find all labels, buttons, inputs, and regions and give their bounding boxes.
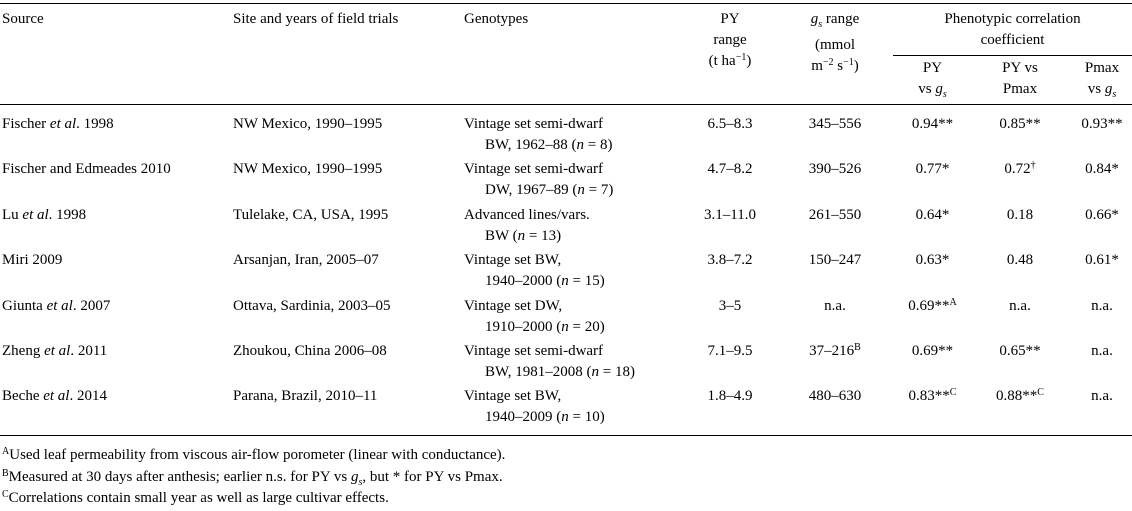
footnote-a: AUsed leaf permeability from viscous air… — [2, 446, 506, 464]
row-pmax-vs-gs: 0.66* — [1085, 207, 1119, 223]
row-genotype: Vintage set DW, 1910–2000 (n = 20) — [464, 298, 605, 335]
row-source: Fischer and Edmeades 2010 — [2, 161, 171, 177]
header-source: Source — [2, 11, 44, 27]
row-genotype: Vintage set BW, 1940–2000 (n = 15) — [464, 252, 605, 289]
row-py-vs-pmax: 0.85** — [999, 116, 1041, 132]
row-genotype: Vintage set semi-dwarf BW, 1962–88 (n = 8… — [464, 116, 613, 153]
header-rule — [0, 104, 1132, 105]
row-gs-range: 390–526 — [808, 161, 862, 177]
top-rule — [0, 3, 1132, 4]
row-pmax-vs-gs: 0.93** — [1081, 116, 1123, 132]
row-py-range: 3–5 — [718, 298, 742, 314]
row-gs-range: 37–216B — [809, 342, 861, 360]
row-site: Ottava, Sardinia, 2003–05 — [233, 298, 391, 314]
row-source: Miri 2009 — [2, 252, 63, 268]
row-pmax-vs-gs: n.a. — [1091, 343, 1113, 359]
row-site: Parana, Brazil, 2010–11 — [233, 388, 378, 404]
row-gs-range: 480–630 — [808, 388, 862, 404]
row-py-vs-gs: 0.83**C — [908, 387, 957, 405]
row-py-range: 7.1–9.5 — [707, 343, 753, 359]
footnote-c: CCorrelations contain small year as well… — [2, 489, 389, 507]
group-rule — [893, 55, 1132, 56]
row-source: Beche et al. 2014 — [2, 388, 107, 404]
row-py-vs-pmax: n.a. — [1009, 298, 1031, 314]
footnote-b: BMeasured at 30 days after anthesis; ear… — [2, 468, 503, 489]
row-site: Arsanjan, Iran, 2005–07 — [233, 252, 379, 268]
header-genotypes: Genotypes — [464, 11, 529, 27]
row-genotype: Vintage set semi-dwarf DW, 1967–89 (n = 7… — [464, 161, 614, 198]
header-pheno-group: Phenotypic correlation coefficient — [944, 11, 1081, 48]
row-py-range: 3.1–11.0 — [704, 207, 756, 223]
row-pmax-vs-gs: 0.61* — [1085, 252, 1119, 268]
row-site: Zhoukou, China 2006–08 — [233, 343, 387, 359]
row-py-range: 1.8–4.9 — [707, 388, 753, 404]
row-genotype: Vintage set semi-dwarf BW, 1981–2008 (n =… — [464, 343, 635, 380]
row-site: Tulelake, CA, USA, 1995 — [233, 207, 389, 223]
row-gs-range: 261–550 — [808, 207, 862, 223]
row-site: NW Mexico, 1990–1995 — [233, 116, 383, 132]
row-py-vs-pmax: 0.65** — [999, 343, 1041, 359]
row-gs-range: 150–247 — [808, 252, 862, 268]
row-py-range: 6.5–8.3 — [707, 116, 753, 132]
header-pmax-vs-gs: Pmax vs gs — [1084, 60, 1120, 100]
row-py-vs-gs: 0.69**A — [908, 297, 957, 315]
row-genotype: Vintage set BW, 1940–2009 (n = 10) — [464, 388, 605, 425]
header-py-vs-gs: PY vs gs — [918, 60, 947, 100]
row-gs-range: 345–556 — [808, 116, 862, 132]
row-py-vs-pmax: 0.18 — [1006, 207, 1034, 223]
row-source: Zheng et al. 2011 — [2, 343, 108, 359]
row-py-vs-gs: 0.94** — [911, 116, 954, 132]
row-py-vs-gs: 0.69** — [911, 343, 954, 359]
row-gs-range: n.a. — [824, 298, 846, 314]
row-py-vs-gs: 0.64* — [915, 207, 950, 223]
header-site: Site and years of field trials — [233, 11, 399, 27]
header-py-range: PY range (t ha−1) — [708, 11, 752, 69]
row-source: Fischer et al. 1998 — [2, 116, 114, 132]
row-pmax-vs-gs: n.a. — [1091, 298, 1113, 314]
row-py-vs-pmax: 0.48 — [1006, 252, 1034, 268]
bottom-rule — [0, 435, 1132, 436]
py-range-line2: range — [713, 32, 747, 48]
row-site: NW Mexico, 1990–1995 — [233, 161, 383, 177]
header-py-vs-pmax: PY vs Pmax — [1002, 60, 1038, 97]
row-py-vs-gs: 0.77* — [915, 161, 950, 177]
row-py-vs-pmax: 0.88**C — [996, 387, 1044, 405]
row-py-range: 4.7–8.2 — [707, 161, 753, 177]
py-range-line1: PY — [720, 11, 740, 27]
header-gs-range: gs range (mmol m−2 s−1) — [810, 11, 860, 74]
row-py-range: 3.8–7.2 — [707, 252, 753, 268]
row-py-vs-gs: 0.63* — [915, 252, 950, 268]
row-pmax-vs-gs: 0.84* — [1085, 161, 1119, 177]
row-genotype: Advanced lines/vars. BW (n = 13) — [464, 207, 590, 244]
row-py-vs-pmax: 0.72† — [1004, 160, 1036, 178]
row-source: Giunta et al. 2007 — [2, 298, 111, 314]
row-source: Lu et al. 1998 — [2, 207, 87, 223]
row-pmax-vs-gs: n.a. — [1091, 388, 1113, 404]
